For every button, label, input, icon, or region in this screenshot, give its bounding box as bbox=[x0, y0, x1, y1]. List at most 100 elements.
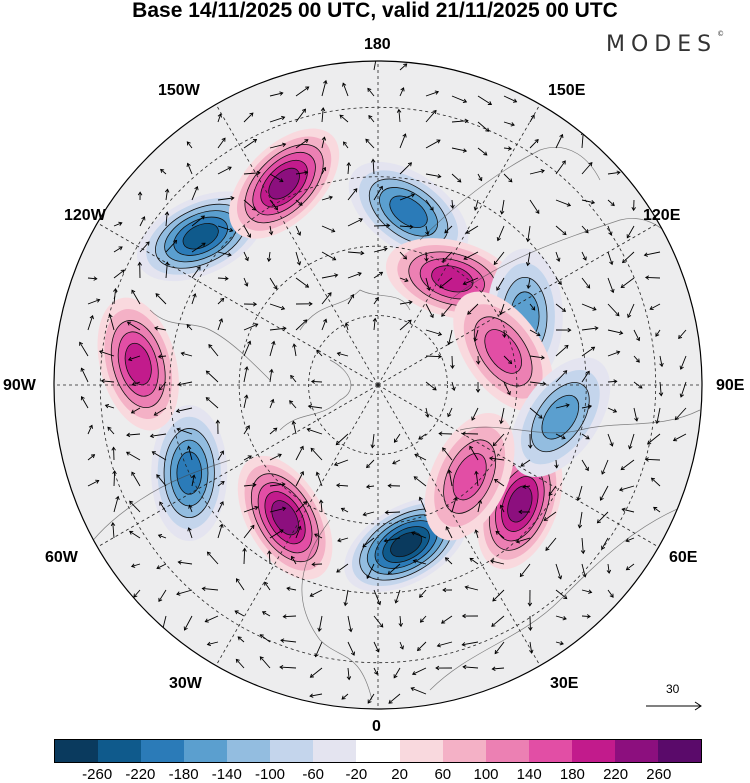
wind-arrow bbox=[475, 381, 481, 393]
wind-arrow bbox=[581, 433, 590, 440]
modes-logo: MODES© bbox=[606, 30, 724, 57]
wind-arrow bbox=[243, 425, 250, 435]
wind-arrow bbox=[515, 537, 531, 544]
wind-arrow bbox=[469, 557, 479, 565]
low-anomaly-7 bbox=[348, 161, 469, 262]
high-anomaly-1 bbox=[237, 455, 333, 580]
label-0: 0 bbox=[372, 718, 381, 735]
wind-arrow bbox=[633, 355, 640, 363]
wind-arrow bbox=[373, 271, 384, 279]
colorbar-swatch bbox=[270, 740, 314, 762]
wind-arrow bbox=[154, 326, 167, 331]
wind-arrow bbox=[243, 170, 261, 176]
colorbar-tick-label: 180 bbox=[559, 766, 585, 783]
wind-arrow bbox=[444, 225, 453, 234]
wind-arrow bbox=[653, 506, 661, 513]
wind-arrow bbox=[243, 482, 257, 488]
wind-arrow bbox=[113, 221, 123, 227]
wind-arrow bbox=[607, 303, 620, 317]
colorbar-swatch bbox=[313, 740, 357, 762]
wind-arrow bbox=[217, 318, 224, 331]
colorbar-tick-label: 140 bbox=[516, 766, 542, 783]
wind-arrow bbox=[130, 563, 141, 568]
low-anomaly-11 bbox=[510, 357, 611, 477]
wind-arrow bbox=[607, 170, 621, 175]
wind-arrow bbox=[295, 108, 306, 123]
wind-arrow bbox=[373, 61, 377, 71]
wind-arrow bbox=[261, 611, 271, 617]
wind-arrow bbox=[416, 641, 427, 652]
wind-arrow bbox=[365, 138, 375, 149]
high-anomaly-6 bbox=[229, 128, 340, 239]
wind-arrow bbox=[399, 193, 416, 201]
wind-arrow bbox=[269, 529, 284, 539]
wind-arrow bbox=[366, 459, 375, 469]
wind-arrow bbox=[295, 301, 313, 307]
wind-arrow bbox=[607, 350, 621, 357]
wind-arrow bbox=[631, 199, 636, 212]
wind-arrow bbox=[439, 277, 453, 289]
wind-arrow bbox=[80, 396, 89, 409]
wind-arrow bbox=[607, 589, 614, 598]
wind-arrow bbox=[367, 87, 375, 97]
wind-arrow bbox=[493, 479, 505, 487]
wind-arrow bbox=[625, 537, 635, 543]
wind-arrow bbox=[528, 433, 533, 449]
wind-arrow bbox=[599, 485, 609, 501]
wind-arrow bbox=[473, 199, 479, 211]
wind-arrow bbox=[217, 113, 222, 123]
wind-arrow bbox=[237, 636, 245, 643]
wind-arrow bbox=[581, 277, 591, 289]
wind-arrow bbox=[413, 476, 427, 487]
wind-arrow bbox=[87, 479, 100, 487]
wind-arrow bbox=[529, 114, 535, 123]
wind-arrow bbox=[347, 250, 365, 256]
wind-arrow bbox=[555, 251, 561, 262]
wind-arrow bbox=[503, 121, 515, 127]
wind-arrow bbox=[438, 431, 453, 436]
wind-arrow bbox=[581, 251, 587, 261]
contour-band bbox=[268, 167, 300, 200]
wind-arrow bbox=[217, 501, 224, 513]
colorbar-swatch bbox=[528, 740, 572, 762]
coastline bbox=[419, 147, 601, 241]
wind-arrow bbox=[321, 251, 337, 261]
colorbar-tick-label: -100 bbox=[254, 766, 286, 783]
wind-arrow bbox=[292, 343, 297, 357]
logo-text: MODES bbox=[606, 32, 718, 57]
wind-arrow bbox=[607, 225, 613, 236]
label-60w: 60W bbox=[45, 549, 78, 566]
wind-arrow bbox=[576, 485, 583, 502]
wind-arrow bbox=[177, 381, 193, 387]
wind-arrow bbox=[601, 459, 609, 475]
wind-arrow bbox=[295, 277, 310, 288]
colorbar-tick-label: 220 bbox=[603, 766, 629, 783]
wind-arrow bbox=[425, 199, 434, 211]
low-anomaly-3 bbox=[151, 405, 228, 542]
wind-arrow bbox=[621, 507, 635, 513]
wind-arrow bbox=[425, 303, 434, 319]
wind-arrow bbox=[234, 610, 245, 617]
wind-arrow bbox=[555, 589, 568, 600]
wind-arrow bbox=[462, 664, 479, 670]
wind-arrow bbox=[462, 277, 479, 286]
latitude-circle bbox=[308, 315, 448, 455]
wind-arrow bbox=[321, 292, 332, 305]
meridian-line bbox=[377, 104, 541, 386]
wind-arrow bbox=[607, 251, 614, 266]
wind-arrow bbox=[131, 471, 141, 487]
wind-arrow bbox=[243, 301, 258, 307]
wind-arrow bbox=[414, 453, 427, 461]
wind-arrow bbox=[336, 351, 349, 357]
colorbar bbox=[54, 739, 702, 763]
colorbar-swatch bbox=[55, 740, 99, 762]
colorbar-swatch bbox=[614, 740, 658, 762]
wind-arrow bbox=[309, 667, 323, 678]
wind-arrow bbox=[206, 641, 219, 647]
wind-arrow bbox=[191, 215, 205, 227]
label-150w: 150W bbox=[158, 82, 200, 99]
coastline bbox=[459, 409, 701, 434]
wind-arrow bbox=[520, 459, 531, 467]
wind-arrow bbox=[321, 318, 328, 331]
wind-arrow bbox=[581, 563, 587, 578]
